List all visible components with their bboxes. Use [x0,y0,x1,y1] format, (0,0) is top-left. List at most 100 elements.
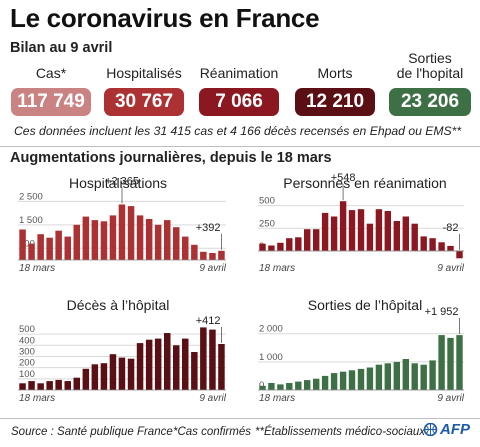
bar [82,216,90,260]
data-note: Ces données incluent les 31 415 cas et 4… [14,124,462,138]
bar [384,363,391,390]
bar [321,375,329,390]
bar [339,201,347,251]
bar [154,224,162,260]
bar [64,381,71,390]
bar [100,221,108,260]
bar [259,243,266,251]
bar [348,370,356,390]
stat-label: Hospitalisés [106,65,182,81]
bar [182,338,189,390]
bar [218,344,225,390]
bar [200,251,207,260]
bar [447,245,454,251]
bar [145,219,153,260]
bar [402,216,409,251]
bar [286,238,293,251]
bar [91,364,99,390]
bar [136,343,144,390]
bar [286,383,293,390]
bar [118,204,126,260]
stat-cas: Cas* 117 749 [11,66,91,116]
bar [209,253,216,260]
annotation-label: +1 952 [425,306,459,318]
source-note: Source : Santé publique France [11,426,173,438]
bar [438,335,445,390]
x-axis-end-label: 9 avril [199,263,226,274]
bar [118,357,126,390]
y-tick-label: 250 [259,218,275,229]
bar [73,377,80,390]
annotation-label: +2 365 [105,176,139,188]
x-axis-start-label: 18 mars [19,393,55,404]
bar [164,220,171,260]
ems-note: **Établissements médico-sociaux [255,426,426,438]
bar [46,381,53,390]
chart-panel-1: Hospitalisations 500 1 500 2 500 +2 365 +392 1… [18,175,227,274]
bar [330,373,338,390]
cas-note: *Cas confirmés [173,426,251,438]
y-tick-label: 500 [19,238,35,249]
chart-title: Personnes en réanimation [283,175,446,191]
y-tick-label: 2 000 [259,324,283,335]
bar [304,380,311,390]
bar [200,327,207,390]
bar [321,212,329,251]
stat-value-box: 30 767 [104,88,184,116]
bar [366,223,374,251]
bar [366,367,374,390]
x-axis-start-label: 18 mars [259,393,295,404]
bar [295,237,302,251]
y-tick-label: 300 [19,346,35,357]
bar [154,338,162,390]
page-subtitle: Bilan au 9 avril [10,40,113,56]
bar [420,236,427,251]
bar [145,339,153,390]
bar [91,220,99,260]
annotation-label: +412 [196,315,221,327]
bar [456,335,463,390]
bar [37,234,44,260]
bar [313,229,320,251]
bar [330,216,338,251]
stat-label: Sorties [408,50,452,66]
stat-value-box: 12 210 [295,88,375,116]
divider [0,146,480,147]
bar [429,360,436,390]
stat-sorties: Sorties de l'hopital 23 206 [389,50,471,116]
y-tick-label: 200 [19,358,35,369]
y-tick-label: 1 000 [259,352,283,363]
bar [339,371,347,390]
afp-logo-text: AFP [440,421,470,438]
bar [304,229,311,251]
bar [19,229,26,260]
bar [313,378,320,390]
bar [191,244,198,260]
annotation-label: -82 [443,222,459,234]
bar [447,337,454,390]
bar [55,230,62,260]
bar [182,236,189,260]
bar [28,381,35,390]
bar [37,383,44,390]
y-tick-label: 400 [19,335,35,346]
bar [218,250,225,260]
bar [173,227,180,260]
bar [393,361,400,390]
bar [109,354,117,390]
chart-panel-2: Personnes en réanimation0250500+548-8218… [258,172,465,274]
daily-increase-charts: Hospitalisations 500 1 500 2 500 +2 365 +392 1… [18,172,465,404]
x-axis-start-label: 18 mars [259,263,295,274]
bar [100,363,108,390]
afp-logo: AFP [422,421,470,438]
bar [164,333,171,390]
chart-title: Hospitalisations [69,175,167,191]
stat-label: Morts [317,65,353,81]
bar [136,215,144,260]
bar [64,236,71,260]
bar [438,242,445,251]
stat-value-box: 117 749 [11,88,91,116]
bar [393,221,400,251]
bar [277,384,284,390]
